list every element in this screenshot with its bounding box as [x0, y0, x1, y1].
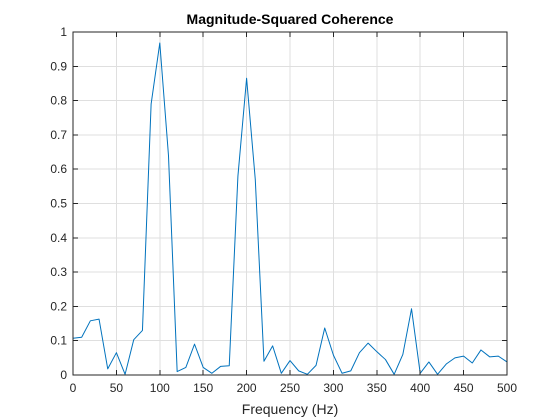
- y-tick-label: 0: [60, 368, 67, 382]
- x-tick-label: 300: [323, 381, 343, 395]
- x-tick-label: 200: [237, 381, 257, 395]
- series-group: [72, 42, 508, 375]
- x-tick-label: 350: [367, 381, 387, 395]
- y-tick-label: 0.7: [50, 128, 67, 142]
- x-tick-label: 400: [410, 381, 430, 395]
- y-tick-label: 1: [60, 25, 67, 39]
- tick-marks: [72, 31, 508, 376]
- y-tick-label: 0.6: [50, 162, 67, 176]
- y-tick-label: 0.8: [50, 94, 67, 108]
- y-tick-labels: 0 0.1 0.2 0.3 0.4 0.5 0.6 0.7 0.8 0.9 1: [50, 25, 67, 382]
- y-tick-label: 0.5: [50, 197, 67, 211]
- x-tick-label: 50: [110, 381, 124, 395]
- series-line: [72, 42, 508, 375]
- x-tick-label: 150: [193, 381, 213, 395]
- x-tick-label: 500: [497, 381, 517, 395]
- chart-title: Magnitude-Squared Coherence: [187, 11, 394, 27]
- x-tick-label: 250: [280, 381, 300, 395]
- y-tick-label: 0.9: [50, 59, 67, 73]
- grid: [73, 32, 507, 375]
- x-tick-label: 0: [70, 381, 77, 395]
- x-tick-label: 450: [454, 381, 474, 395]
- y-tick-label: 0.3: [50, 265, 67, 279]
- y-tick-label: 0.1: [50, 334, 67, 348]
- x-axis-label: Frequency (Hz): [242, 401, 338, 417]
- y-tick-label: 0.4: [50, 231, 67, 245]
- x-tick-label: 100: [150, 381, 170, 395]
- x-tick-labels: 0 50 100 150 200 250 300 350 400 450 500: [70, 381, 518, 395]
- y-tick-label: 0.2: [50, 299, 67, 313]
